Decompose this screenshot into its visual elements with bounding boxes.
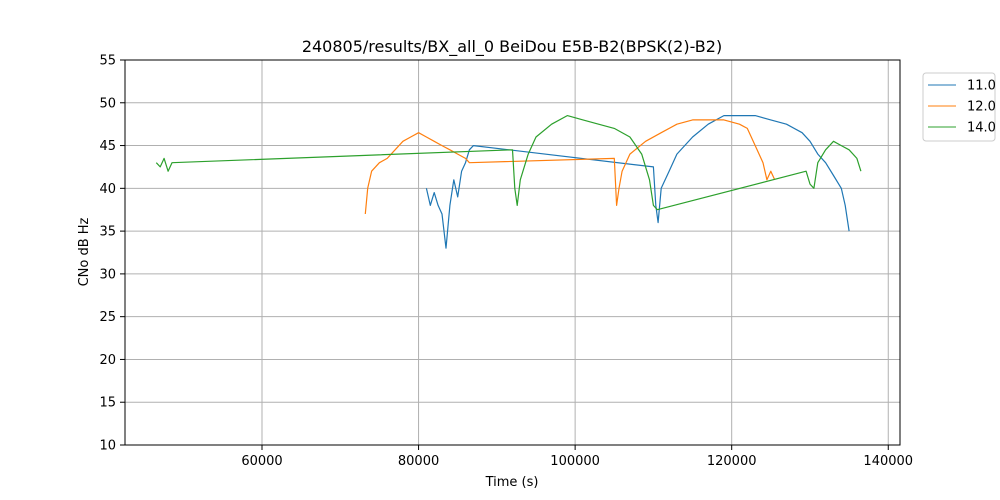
legend-label-11.0: 11.0 bbox=[967, 79, 996, 94]
x-tick-label-2: 100000 bbox=[550, 454, 600, 469]
x-tick-label-3: 120000 bbox=[707, 454, 757, 469]
y-tick-label-6: 40 bbox=[99, 182, 116, 197]
y-tick-label-9: 55 bbox=[99, 54, 116, 69]
chart-title: 240805/results/BX_all_0 BeiDou E5B-B2(BP… bbox=[302, 37, 722, 57]
series-group bbox=[155, 114, 862, 249]
y-axis-title: CNo dB Hz bbox=[77, 217, 92, 286]
x-tick-label-0: 60000 bbox=[241, 454, 282, 469]
series-line-12.0 bbox=[364, 119, 776, 215]
y-tick-label-1: 15 bbox=[99, 396, 116, 411]
y-tick-label-8: 50 bbox=[99, 96, 116, 111]
x-axis-ticks: 60000 80000 100000 120000 140000 bbox=[241, 445, 913, 469]
y-tick-label-5: 35 bbox=[99, 225, 116, 240]
legend: 11.0 12.0 14.0 bbox=[922, 72, 996, 142]
y-tick-label-4: 30 bbox=[99, 267, 116, 282]
legend-label-12.0: 12.0 bbox=[967, 100, 996, 115]
legend-box bbox=[922, 72, 996, 142]
x-tick-label-1: 80000 bbox=[398, 454, 439, 469]
y-tick-label-2: 20 bbox=[99, 353, 116, 368]
series-line-14.0 bbox=[155, 114, 862, 211]
y-tick-label-3: 25 bbox=[99, 310, 116, 325]
y-tick-label-0: 10 bbox=[99, 439, 116, 454]
series-line-11.0 bbox=[425, 114, 850, 249]
x-tick-label-4: 140000 bbox=[863, 454, 913, 469]
grid-lines bbox=[125, 59, 900, 446]
legend-label-14.0: 14.0 bbox=[967, 121, 996, 136]
y-tick-label-7: 45 bbox=[99, 139, 116, 154]
x-axis-title: Time (s) bbox=[485, 475, 539, 490]
plot-frame bbox=[124, 59, 901, 446]
y-axis-ticks: 10 15 20 25 30 35 40 45 50 55 bbox=[99, 54, 125, 454]
